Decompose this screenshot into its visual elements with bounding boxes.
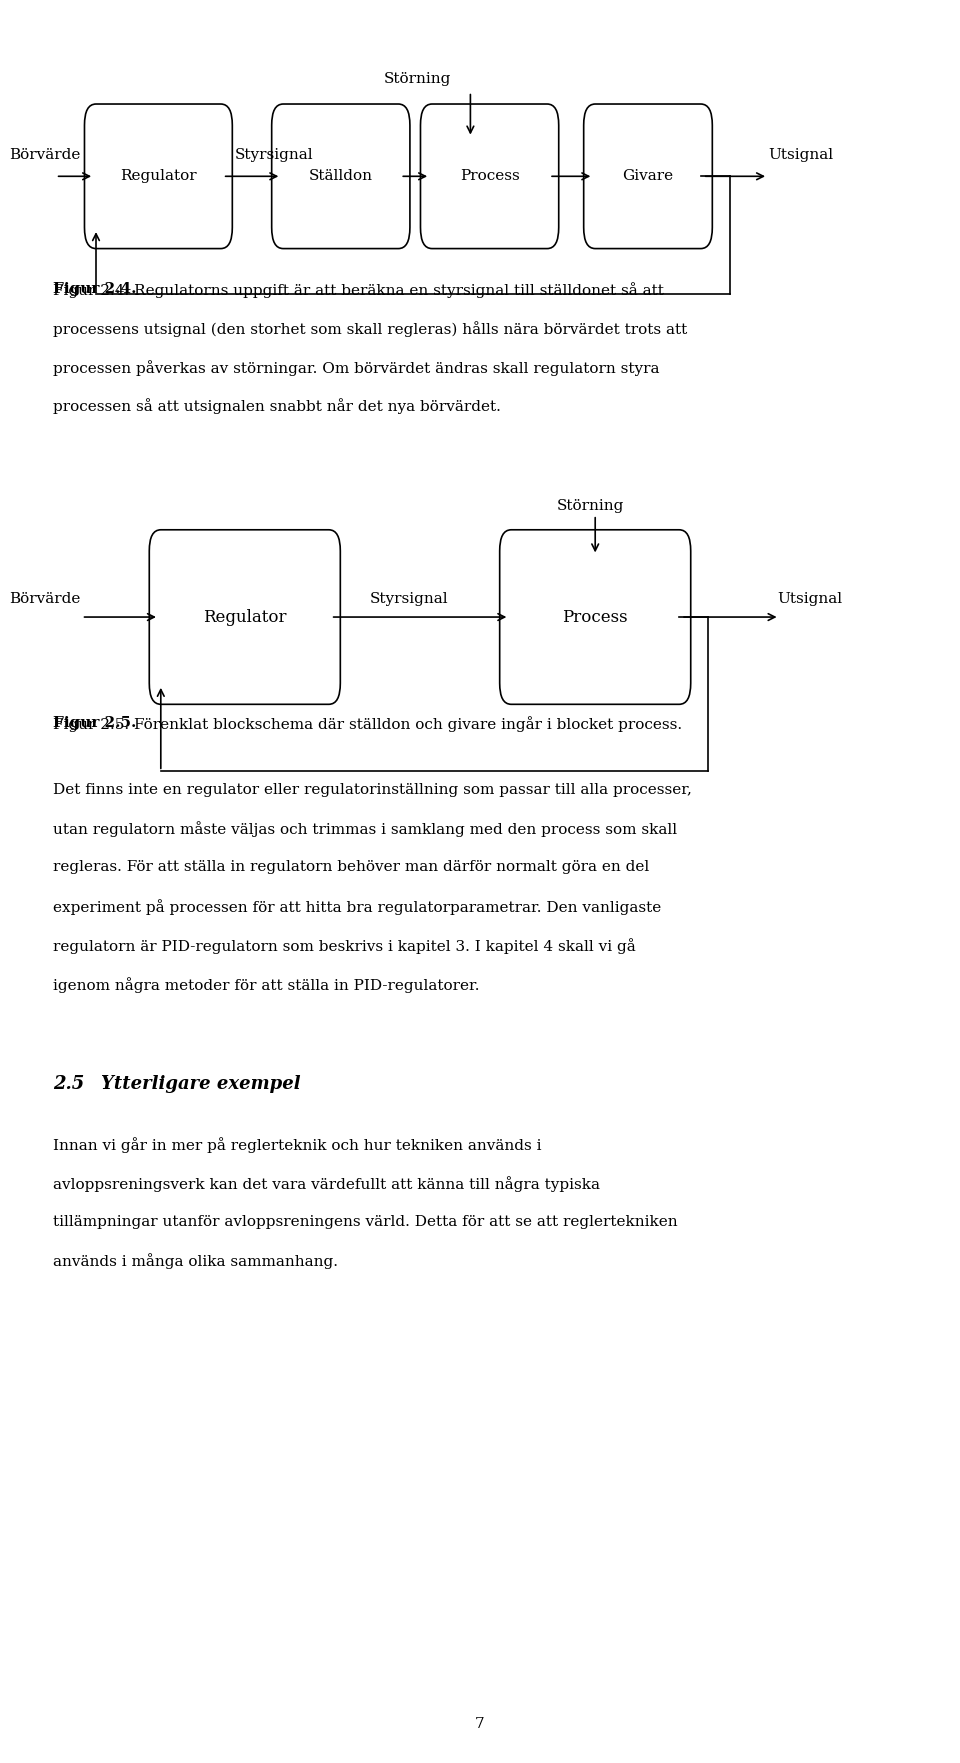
- FancyBboxPatch shape: [584, 104, 712, 249]
- Text: experiment på processen för att hitta bra regulatorparametrar. Den vanligaste: experiment på processen för att hitta br…: [53, 899, 661, 915]
- Text: Det finns inte en regulator eller regulatorinställning som passar till alla proc: Det finns inte en regulator eller regula…: [53, 783, 691, 797]
- Text: Störning: Störning: [384, 72, 451, 86]
- Text: Process: Process: [460, 169, 519, 183]
- Text: processens utsignal (den storhet som skall regleras) hålls nära börvärdet trots : processens utsignal (den storhet som ska…: [53, 321, 687, 337]
- FancyBboxPatch shape: [84, 104, 232, 249]
- Text: Regulator: Regulator: [204, 608, 286, 626]
- Text: Regulator: Regulator: [120, 169, 197, 183]
- Text: processen så att utsignalen snabbt når det nya börvärdet.: processen så att utsignalen snabbt når d…: [53, 398, 501, 414]
- Text: Figur 2.4.: Figur 2.4.: [53, 282, 136, 296]
- Text: Utsignal: Utsignal: [778, 592, 843, 606]
- Text: Ytterligare exempel: Ytterligare exempel: [101, 1075, 300, 1093]
- Text: Utsignal: Utsignal: [768, 148, 833, 162]
- Text: används i många olika sammanhang.: används i många olika sammanhang.: [53, 1253, 338, 1269]
- Text: avloppsreningsverk kan det vara värdefullt att känna till några typiska: avloppsreningsverk kan det vara värdeful…: [53, 1176, 600, 1192]
- FancyBboxPatch shape: [420, 104, 559, 249]
- Text: Styrsignal: Styrsignal: [235, 148, 314, 162]
- Text: regleras. För att ställa in regulatorn behöver man därför normalt göra en del: regleras. För att ställa in regulatorn b…: [53, 860, 649, 874]
- Text: igenom några metoder för att ställa in PID-regulatorer.: igenom några metoder för att ställa in P…: [53, 977, 479, 993]
- FancyBboxPatch shape: [150, 529, 340, 703]
- Text: Figur 2.5.: Figur 2.5.: [53, 716, 136, 730]
- Text: Figur 2.4. Regulatorns uppgift är att beräkna en styrsignal till ställdonet så a: Figur 2.4. Regulatorns uppgift är att be…: [53, 282, 663, 298]
- Text: regulatorn är PID-regulatorn som beskrivs i kapitel 3. I kapitel 4 skall vi gå: regulatorn är PID-regulatorn som beskriv…: [53, 938, 636, 954]
- Text: tillämpningar utanför avloppsreningens värld. Detta för att se att reglerteknike: tillämpningar utanför avloppsreningens v…: [53, 1215, 678, 1229]
- Text: Störning: Störning: [557, 499, 624, 513]
- Text: processen påverkas av störningar. Om börvärdet ändras skall regulatorn styra: processen påverkas av störningar. Om bör…: [53, 360, 660, 376]
- Text: 2.5: 2.5: [53, 1075, 84, 1093]
- Text: Ställdon: Ställdon: [309, 169, 372, 183]
- Text: 7: 7: [475, 1717, 485, 1731]
- FancyBboxPatch shape: [272, 104, 410, 249]
- Text: Innan vi går in mer på reglerteknik och hur tekniken används i: Innan vi går in mer på reglerteknik och …: [53, 1137, 541, 1153]
- Text: Styrsignal: Styrsignal: [370, 592, 448, 606]
- FancyBboxPatch shape: [499, 529, 690, 703]
- Text: Börvärde: Börvärde: [10, 592, 81, 606]
- Text: utan regulatorn måste väljas och trimmas i samklang med den process som skall: utan regulatorn måste väljas och trimmas…: [53, 822, 677, 837]
- Text: Givare: Givare: [622, 169, 674, 183]
- Text: Process: Process: [563, 608, 628, 626]
- Text: Börvärde: Börvärde: [10, 148, 81, 162]
- Text: Figur 2.5. Förenklat blockschema där ställdon och givare ingår i blocket process: Figur 2.5. Förenklat blockschema där stä…: [53, 716, 682, 732]
